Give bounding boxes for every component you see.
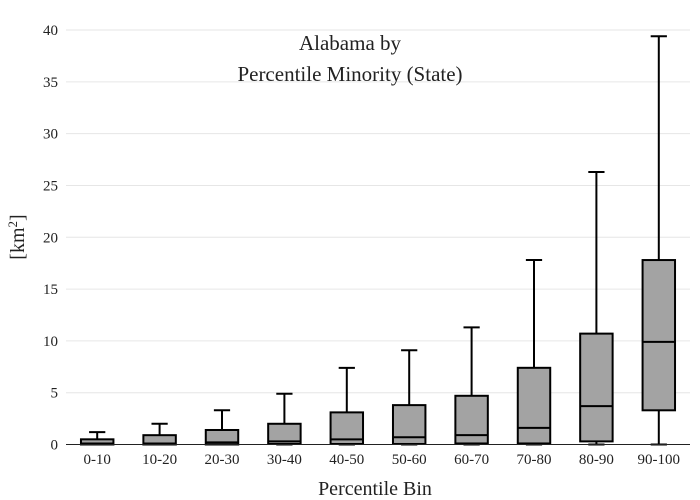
iqr-box	[267, 422, 302, 445]
x-axis-label: Percentile Bin	[318, 478, 432, 500]
box-60-70	[454, 326, 489, 446]
y-tick-label-35: 35	[43, 75, 58, 91]
x-tick-label-80-90: 80-90	[579, 452, 614, 468]
box-30-40	[267, 392, 302, 446]
x-tick-label-0-10: 0-10	[83, 452, 111, 468]
x-tick-label-70-80: 70-80	[517, 452, 552, 468]
x-tick-label-40-50: 40-50	[329, 452, 364, 468]
chart-title-line-1: Alabama by	[299, 31, 402, 55]
x-tick-label-90-100: 90-100	[638, 452, 681, 468]
iqr-box	[454, 394, 489, 445]
y-tick-label-30: 30	[43, 127, 58, 143]
x-tick-label-10-20: 10-20	[142, 452, 177, 468]
iqr-box	[516, 366, 552, 445]
box-40-50	[329, 366, 365, 446]
iqr-box	[641, 259, 677, 412]
chart-title-line-2: Percentile Minority (State)	[237, 62, 462, 86]
box-70-80	[516, 259, 552, 446]
y-tick-label-10: 10	[43, 334, 58, 350]
y-tick-label-40: 40	[43, 23, 58, 39]
box-80-90	[579, 170, 614, 446]
y-axis-label-superscript: 2	[5, 221, 20, 228]
x-tick-label-50-60: 50-60	[392, 452, 427, 468]
y-tick-label-15: 15	[43, 282, 58, 298]
box-50-60	[391, 349, 427, 446]
y-tick-label-0: 0	[51, 438, 59, 454]
box-20-30	[204, 409, 240, 446]
box-0-10	[79, 431, 115, 446]
y-tick-labels: 0 5 10 15 20 25 30 35 40	[43, 23, 58, 454]
y-axis-label: [km2]	[5, 214, 29, 259]
x-tick-labels: 0-10 10-20 20-30 30-40 40-50 50-60 60-70 70-80 8…	[83, 452, 680, 468]
x-tick-label-30-40: 30-40	[267, 452, 302, 468]
boxes	[79, 35, 677, 446]
y-axis-label-end: ]	[7, 214, 29, 221]
iqr-box	[579, 332, 614, 443]
gridlines	[66, 29, 690, 394]
box-10-20	[142, 422, 177, 446]
y-axis-label-base: [km	[7, 227, 29, 260]
y-tick-label-5: 5	[51, 386, 59, 402]
x-tick-label-20-30: 20-30	[205, 452, 240, 468]
y-tick-label-20: 20	[43, 230, 58, 246]
box-90-100	[641, 35, 677, 446]
x-tick-label-60-70: 60-70	[454, 452, 489, 468]
y-tick-label-25: 25	[43, 178, 58, 194]
